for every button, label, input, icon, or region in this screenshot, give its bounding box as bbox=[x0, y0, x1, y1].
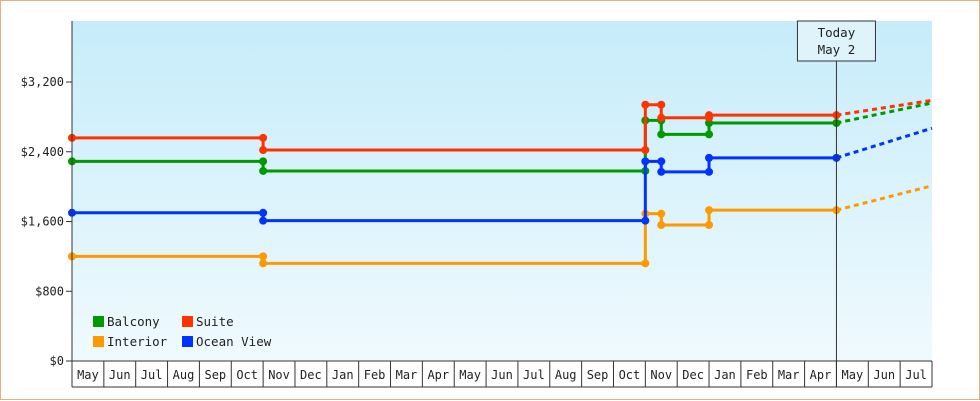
data-point bbox=[641, 259, 650, 268]
month-label: Mar bbox=[396, 368, 418, 382]
month-label: Aug bbox=[173, 368, 195, 382]
data-point bbox=[259, 157, 268, 166]
data-point bbox=[657, 113, 666, 122]
data-point bbox=[705, 206, 714, 215]
data-point bbox=[259, 208, 268, 217]
month-label: Apr bbox=[427, 368, 449, 382]
month-label: May bbox=[77, 368, 99, 382]
data-point bbox=[657, 209, 666, 218]
month-label: Dec bbox=[300, 368, 322, 382]
today-label: Today bbox=[818, 25, 856, 40]
month-label: Oct bbox=[236, 368, 258, 382]
data-point bbox=[641, 100, 650, 109]
series-ocean-view bbox=[68, 126, 933, 225]
month-label: Nov bbox=[268, 368, 290, 382]
data-point bbox=[657, 100, 666, 109]
forecast-line bbox=[836, 126, 933, 160]
series-interior bbox=[68, 184, 933, 268]
data-point bbox=[259, 216, 268, 225]
data-point bbox=[657, 130, 666, 139]
series-layer bbox=[68, 98, 933, 268]
data-point bbox=[259, 146, 268, 155]
data-point bbox=[705, 221, 714, 229]
data-point bbox=[705, 167, 714, 176]
month-label: Jul bbox=[523, 368, 545, 382]
month-label: Dec bbox=[682, 368, 704, 382]
legend-swatch bbox=[182, 316, 193, 327]
month-label: Aug bbox=[555, 368, 577, 382]
month-label: Sep bbox=[587, 368, 609, 382]
legend: Balcony Suite Interior Ocean View bbox=[93, 314, 272, 349]
data-point bbox=[657, 167, 666, 176]
month-label: Jan bbox=[714, 368, 736, 382]
y-tick-label: $800 bbox=[35, 284, 64, 298]
month-label: Mar bbox=[778, 368, 800, 382]
forecast-line bbox=[836, 101, 933, 125]
month-label: Jun bbox=[491, 368, 513, 382]
month-label: Jul bbox=[905, 368, 927, 382]
month-label: May bbox=[459, 368, 481, 382]
axes: $0 $800 $1,600 $2,400 $3,200 May Jun Jul Aug Sep O… bbox=[21, 21, 933, 388]
month-label: Sep bbox=[204, 368, 226, 382]
data-point bbox=[259, 252, 268, 261]
month-label: Jun bbox=[109, 368, 131, 382]
today-marker: Today May 2 bbox=[796, 20, 876, 387]
month-label: Nov bbox=[650, 368, 672, 382]
data-point bbox=[705, 111, 714, 120]
data-point bbox=[657, 157, 666, 166]
data-point bbox=[259, 133, 268, 142]
data-point bbox=[259, 259, 268, 268]
data-point bbox=[641, 157, 650, 166]
data-point bbox=[705, 153, 714, 162]
y-tick-label: $2,400 bbox=[21, 145, 64, 159]
y-tick-label: $0 bbox=[50, 354, 64, 368]
legend-swatch bbox=[182, 336, 193, 347]
today-box bbox=[796, 20, 876, 62]
month-label: Feb bbox=[364, 368, 386, 382]
legend-entry: Interior bbox=[107, 334, 168, 349]
today-date: May 2 bbox=[818, 42, 856, 57]
month-label: Oct bbox=[619, 368, 641, 382]
data-point bbox=[657, 221, 666, 229]
y-tick-label: $3,200 bbox=[21, 75, 64, 89]
month-label: Jan bbox=[332, 368, 354, 382]
forecast-line bbox=[836, 184, 933, 212]
plot-background bbox=[72, 21, 932, 361]
data-point bbox=[259, 166, 268, 175]
month-label: Jul bbox=[141, 368, 163, 382]
data-point bbox=[705, 130, 714, 139]
month-label: Jun bbox=[873, 368, 895, 382]
month-label: Apr bbox=[810, 368, 832, 382]
month-label: May bbox=[842, 368, 864, 382]
data-point bbox=[641, 216, 650, 225]
data-point bbox=[641, 146, 650, 155]
legend-swatch bbox=[93, 316, 104, 327]
legend-entry: Ocean View bbox=[196, 334, 272, 349]
month-label: Feb bbox=[746, 368, 768, 382]
forecast-line bbox=[836, 98, 933, 117]
legend-entry: Suite bbox=[196, 314, 234, 329]
legend-swatch bbox=[93, 336, 104, 347]
legend-entry: Balcony bbox=[107, 314, 160, 329]
y-tick-label: $1,600 bbox=[21, 215, 64, 229]
